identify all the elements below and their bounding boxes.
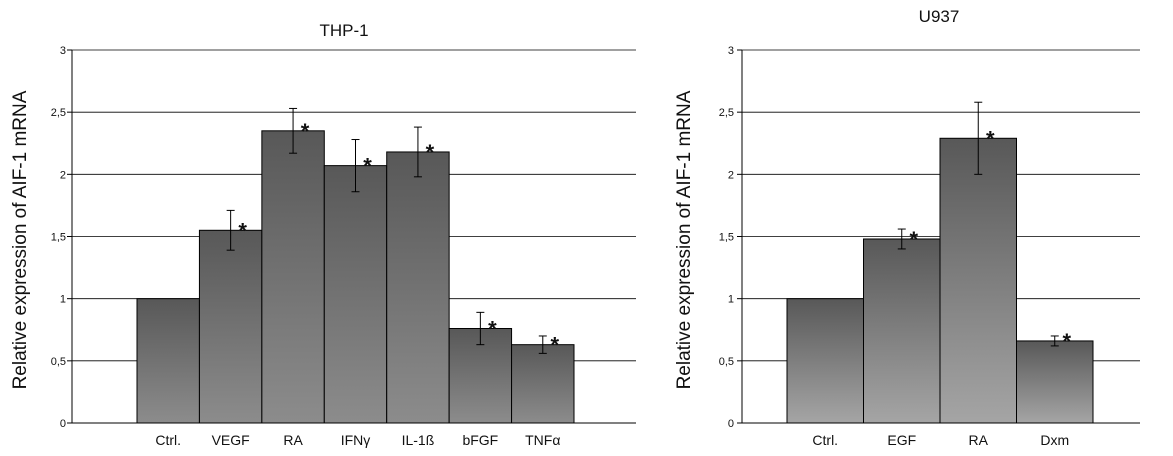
bar [198, 229, 263, 424]
bar [323, 165, 388, 424]
y-tick-label: 2,5 [719, 107, 734, 119]
bar [863, 238, 941, 424]
chart-panel-u937: U937 Relative expression of AIF-1 mRNA *… [674, 7, 1140, 448]
y-tick-label: 0,5 [51, 356, 66, 368]
bars: * * * [786, 101, 1094, 424]
y-tick-label: 3 [728, 45, 734, 57]
significance-marker: * [238, 218, 247, 243]
y-tick-label: 2 [728, 169, 734, 181]
x-tick-label: VEGF [212, 432, 250, 448]
y-tick-label: 0 [60, 418, 66, 430]
x-tick-label: TNFα [525, 432, 560, 448]
y-tick-label: 1 [728, 294, 734, 306]
y-tick-label: 0,5 [719, 356, 734, 368]
x-tick-label: Dxm [1040, 432, 1069, 448]
y-tick-labels: 0 0,5 1 1,5 2 2,5 3 [719, 45, 734, 430]
y-tick-labels: 0 0,5 1 1,5 2 2,5 3 [51, 45, 66, 430]
significance-marker: * [488, 317, 497, 342]
x-tick-label: Ctrl. [155, 432, 181, 448]
bar [786, 298, 864, 424]
bars: * * * * * * [136, 107, 575, 424]
bar [939, 137, 1017, 424]
x-tick-labels: Ctrl. EGF RA Dxm [812, 432, 1069, 448]
y-tick-label: 1,5 [51, 232, 66, 244]
significance-marker: * [909, 227, 918, 252]
bar [1016, 340, 1094, 424]
axes [67, 49, 636, 424]
y-axis-label: Relative expression of AIF-1 mRNA [10, 90, 31, 389]
y-tick-label: 2,5 [51, 107, 66, 119]
y-tick-label: 2 [60, 169, 66, 181]
significance-marker: * [1062, 329, 1071, 354]
x-tick-labels: Ctrl. VEGF RA IFNγ IL-1ß bFGF TNFα [155, 432, 560, 448]
axes [737, 49, 1140, 424]
y-tick-label: 1,5 [719, 232, 734, 244]
chart-title: THP-1 [319, 21, 368, 40]
y-tick-label: 3 [60, 45, 66, 57]
chart-title: U937 [919, 7, 960, 26]
x-tick-label: RA [969, 432, 989, 448]
significance-marker: * [551, 333, 560, 358]
y-tick-label: 0 [728, 418, 734, 430]
y-tick-label: 1 [60, 294, 66, 306]
significance-marker: * [426, 140, 435, 165]
y-axis-label: Relative expression of AIF-1 mRNA [674, 90, 695, 389]
x-tick-label: Ctrl. [812, 432, 838, 448]
x-tick-label: EGF [887, 432, 916, 448]
significance-marker: * [363, 154, 372, 179]
bar [136, 298, 200, 424]
bar [511, 344, 575, 424]
x-tick-label: RA [283, 432, 303, 448]
x-tick-label: IL-1ß [402, 432, 435, 448]
chart-panel-thp1: THP-1 Relative expression of AIF-1 mRNA … [10, 21, 636, 448]
bar [261, 130, 325, 424]
significance-marker: * [986, 126, 995, 151]
x-tick-label: IFNγ [341, 432, 371, 448]
x-tick-label: bFGF [462, 432, 498, 448]
significance-marker: * [301, 119, 310, 144]
bar [386, 151, 450, 424]
